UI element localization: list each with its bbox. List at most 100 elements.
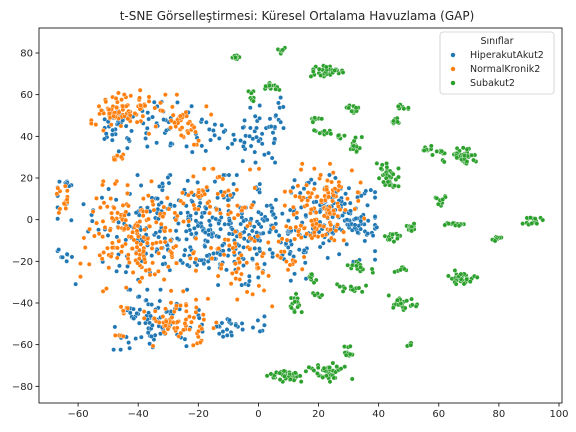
data-point	[408, 342, 414, 348]
data-point	[193, 268, 199, 274]
data-point	[430, 152, 435, 158]
legend: Sınıflar HiperakutAkut2 NormalKronik2 Subak…	[439, 31, 555, 95]
data-point	[289, 305, 294, 311]
data-point	[111, 347, 117, 353]
data-point	[189, 103, 195, 109]
data-point	[193, 297, 199, 303]
data-point	[320, 375, 326, 380]
data-point	[146, 116, 152, 122]
data-point	[130, 246, 135, 252]
data-point	[232, 137, 238, 143]
data-point	[363, 283, 369, 289]
data-point	[57, 179, 62, 185]
data-point	[296, 247, 302, 253]
data-point	[156, 250, 162, 256]
data-point	[143, 320, 148, 326]
data-point	[282, 203, 288, 208]
data-point	[114, 268, 120, 274]
data-point	[211, 325, 217, 331]
data-point	[168, 237, 173, 243]
data-point	[344, 241, 350, 247]
data-point	[152, 271, 158, 277]
data-point	[139, 275, 145, 281]
data-point	[374, 224, 380, 230]
data-point	[452, 268, 458, 273]
data-point	[178, 303, 183, 308]
data-point	[256, 265, 261, 271]
data-point	[272, 136, 278, 142]
data-point	[124, 145, 130, 151]
data-point	[239, 282, 245, 288]
data-point	[359, 134, 365, 140]
data-point	[150, 260, 156, 266]
data-point	[311, 280, 317, 285]
data-point	[189, 319, 194, 325]
data-point	[109, 210, 114, 216]
data-point	[421, 148, 427, 153]
data-point	[121, 92, 127, 97]
data-point	[278, 95, 284, 100]
data-point	[222, 221, 228, 227]
data-point	[235, 212, 241, 218]
data-point	[123, 285, 129, 291]
data-point	[241, 263, 246, 268]
data-point	[365, 218, 371, 224]
data-point	[166, 206, 172, 212]
data-point	[257, 115, 262, 121]
data-point	[353, 216, 359, 221]
data-point	[109, 132, 115, 138]
data-point	[372, 257, 378, 263]
data-point	[183, 303, 189, 308]
data-point	[108, 196, 114, 201]
data-point	[151, 207, 157, 213]
data-point	[232, 229, 238, 235]
data-point	[123, 217, 129, 223]
data-point	[121, 226, 127, 232]
data-point	[340, 70, 346, 75]
data-point	[229, 333, 235, 338]
data-point	[262, 261, 267, 267]
data-point	[168, 118, 174, 124]
data-point	[280, 47, 286, 53]
data-point	[103, 99, 109, 105]
data-point	[158, 239, 163, 245]
data-point	[218, 226, 224, 232]
data-point	[342, 201, 348, 207]
data-point	[112, 324, 118, 330]
data-point	[213, 320, 219, 325]
data-point	[191, 225, 197, 231]
data-point	[256, 209, 261, 215]
data-point	[281, 249, 287, 255]
data-point	[181, 327, 186, 333]
data-point	[247, 133, 252, 139]
data-point	[63, 206, 69, 211]
data-point	[322, 128, 327, 134]
x-tick-label: −60	[68, 409, 89, 420]
data-point	[247, 278, 252, 284]
data-point	[173, 217, 179, 223]
data-point	[149, 245, 155, 251]
data-point	[321, 365, 327, 371]
data-point	[137, 279, 143, 285]
data-point	[270, 130, 276, 136]
data-point	[453, 281, 459, 287]
data-point	[311, 230, 317, 235]
data-point	[156, 234, 162, 240]
data-point	[149, 322, 155, 328]
data-point	[374, 161, 380, 166]
data-point	[109, 240, 115, 246]
data-point	[116, 219, 121, 225]
data-point	[147, 272, 153, 278]
data-point	[301, 254, 307, 260]
data-point	[132, 111, 138, 116]
data-point	[96, 103, 102, 109]
legend-marker	[450, 66, 456, 72]
data-point	[349, 376, 355, 382]
data-point	[301, 247, 307, 253]
data-point	[349, 168, 355, 173]
data-point	[257, 189, 262, 195]
data-point	[232, 261, 238, 267]
data-point	[330, 360, 336, 366]
data-point	[101, 250, 107, 255]
data-point	[372, 248, 378, 254]
